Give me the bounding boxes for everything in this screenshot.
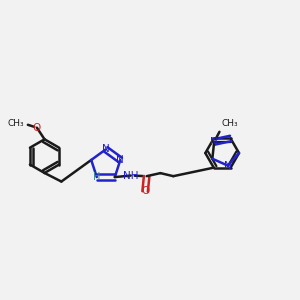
Text: O: O [141,187,149,196]
Text: CH₃: CH₃ [222,119,238,128]
Text: O: O [33,123,41,133]
Text: N: N [210,137,218,147]
Text: H: H [93,172,100,182]
Text: N: N [116,155,124,165]
Text: N: N [102,144,110,154]
Text: CH₃: CH₃ [7,119,24,128]
Text: NH: NH [123,171,139,181]
Text: N: N [224,160,232,171]
